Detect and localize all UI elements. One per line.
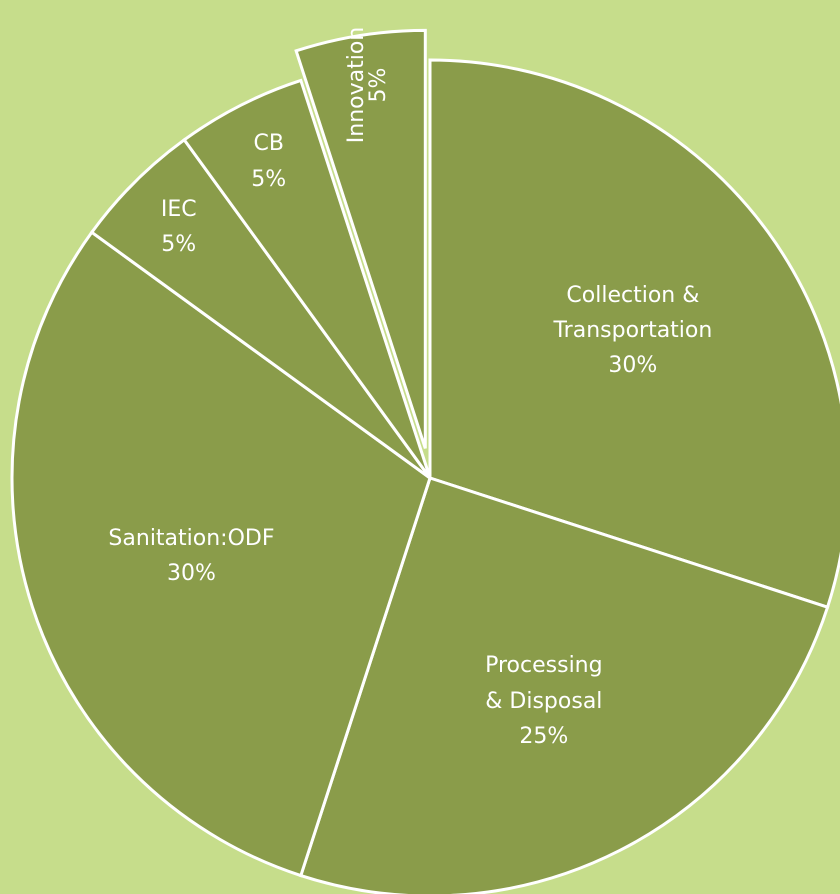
pie-slice [294,28,427,449]
category-label: IEC [160,196,197,222]
slice-label: Processing & Disposal 25% [485,649,602,755]
value-label: 5% [365,67,391,103]
value-label: 5% [251,166,287,192]
slice-label: CB 5% [251,126,286,196]
pie-slice [428,58,840,610]
slice-label: Collection & Transportation 30% [553,278,712,384]
slice-label: Innovation 5% [343,26,391,144]
category-label: Processing & Disposal [485,653,603,714]
category-label: Sanitation:ODF [108,525,275,551]
slice-label: IEC 5% [161,192,197,262]
pie-slice [182,78,432,479]
category-label: CB [253,131,284,157]
category-label: Innovation [343,26,369,144]
slice-label: Sanitation:ODF 30% [108,520,274,590]
value-label: 30% [608,353,658,379]
value-label: 5% [161,231,197,257]
pie-slice [10,230,432,878]
value-label: 30% [167,560,216,586]
value-label: 25% [519,724,569,750]
category-label: Collection & Transportation [553,282,713,343]
